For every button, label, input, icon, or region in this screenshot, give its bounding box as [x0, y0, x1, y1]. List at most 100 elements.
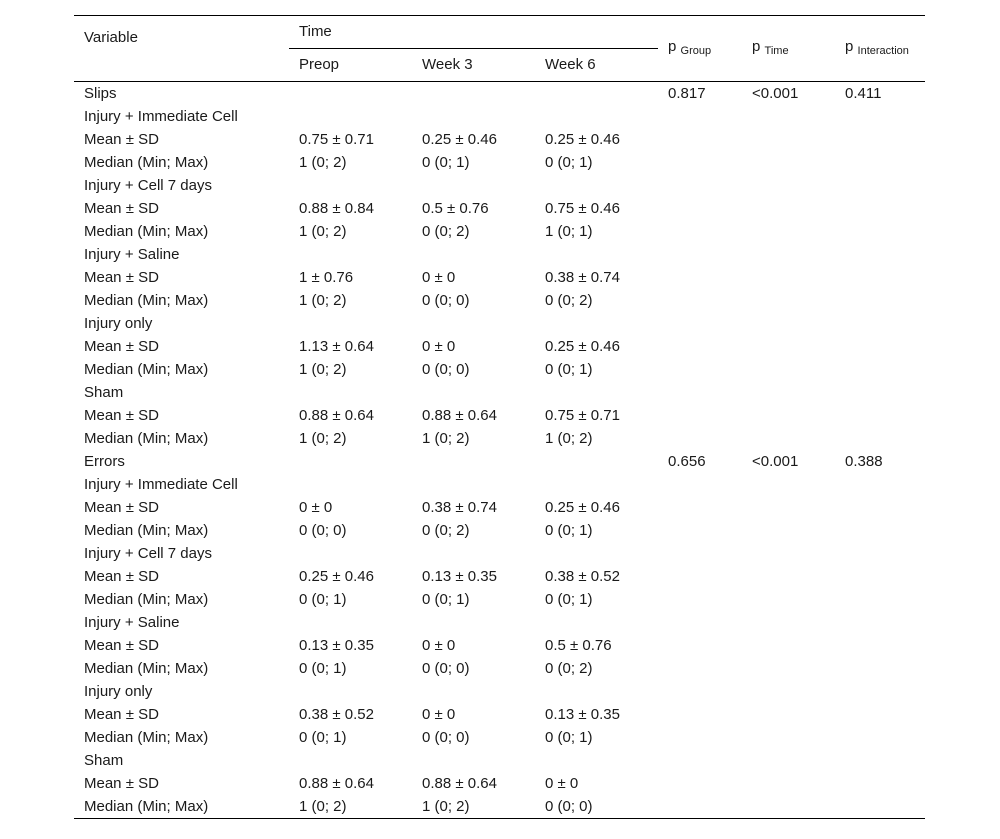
empty-cell	[289, 381, 412, 404]
preop-value: 1 ± 0.76	[299, 269, 354, 286]
empty-cell	[835, 151, 925, 174]
empty-cell	[835, 703, 925, 726]
week6-value: 0 (0; 0)	[535, 795, 659, 819]
empty-cell	[835, 680, 925, 703]
group-row: Injury + Cell 7 days	[74, 174, 925, 197]
empty-cell	[742, 519, 835, 542]
empty-cell	[535, 680, 658, 703]
empty-cell	[658, 726, 742, 749]
week3-value: 1 (0; 2)	[422, 430, 470, 447]
empty-cell	[658, 358, 742, 381]
stat-row-mean: Mean ± SD 0.88 ± 0.84 0.5 ± 0.76 0.75 ± 0.4…	[74, 197, 925, 220]
week3-value: 0.5 ± 0.76	[422, 200, 489, 217]
stat-label: Mean ± SD	[84, 200, 159, 217]
preop-value: 0.75 ± 0.71	[299, 131, 374, 148]
empty-cell	[835, 427, 925, 450]
week6-value: 1 (0; 2)	[545, 430, 593, 447]
week6-value: 0.38 ± 0.74	[545, 269, 620, 286]
week3-value: 0 (0; 0)	[422, 292, 470, 309]
empty-cell	[658, 634, 742, 657]
stat-row-median: Median (Min; Max) 0 (0; 1) 0 (0; 0) 0 (0; 1…	[74, 726, 925, 749]
group-row: Sham	[74, 749, 925, 772]
empty-cell	[835, 128, 925, 151]
header-time: Time	[289, 15, 659, 49]
preop-value: 0 ± 0	[299, 499, 333, 516]
p-interaction-value: 0.388	[845, 453, 883, 470]
group-name: Injury + Saline	[84, 614, 180, 631]
empty-cell	[742, 358, 835, 381]
empty-cell	[658, 105, 742, 128]
empty-cell	[742, 243, 835, 266]
empty-cell	[289, 174, 412, 197]
empty-cell	[742, 335, 835, 358]
week3-value: 0.88 ± 0.64	[422, 407, 497, 424]
stat-label: Mean ± SD	[84, 338, 159, 355]
stat-label: Median (Min; Max)	[84, 591, 209, 608]
empty-cell	[535, 542, 658, 565]
empty-cell	[658, 243, 742, 266]
stat-row-median: Median (Min; Max) 1 (0; 2) 0 (0; 1) 0 (0; 1…	[74, 151, 925, 174]
empty-cell	[742, 772, 835, 795]
empty-cell	[835, 174, 925, 197]
empty-cell	[412, 105, 535, 128]
empty-cell	[535, 243, 658, 266]
empty-cell	[658, 151, 742, 174]
empty-cell	[742, 151, 835, 174]
empty-cell	[658, 197, 742, 220]
empty-cell	[658, 289, 742, 312]
empty-cell	[742, 473, 835, 496]
empty-cell	[742, 220, 835, 243]
empty-cell	[289, 243, 412, 266]
header-p-interaction: p Interaction	[835, 15, 926, 82]
group-row: Injury + Immediate Cell	[74, 105, 925, 128]
empty-cell	[742, 542, 835, 565]
empty-cell	[835, 726, 925, 749]
stat-label: Mean ± SD	[84, 775, 159, 792]
p-group-value: 0.656	[668, 453, 706, 470]
results-table: Variable Time p Group p Time p Interacti…	[74, 15, 926, 819]
header-p-group-sub: Group	[680, 44, 712, 57]
empty-cell	[412, 473, 535, 496]
empty-cell	[742, 381, 835, 404]
preop-value: 0.88 ± 0.64	[299, 775, 374, 792]
week6-value: 0 (0; 2)	[545, 292, 593, 309]
preop-value: 0.13 ± 0.35	[299, 637, 374, 654]
empty-cell	[835, 749, 925, 772]
preop-value: 0 (0; 1)	[299, 729, 347, 746]
empty-cell	[658, 473, 742, 496]
week3-value: 0.38 ± 0.74	[422, 499, 497, 516]
stat-label: Median (Min; Max)	[84, 729, 209, 746]
empty-cell	[742, 312, 835, 335]
week6-value: 0.75 ± 0.71	[545, 407, 620, 424]
week3-value: 0 (0; 0)	[422, 660, 470, 677]
preop-value: 0.38 ± 0.52	[299, 706, 374, 723]
empty-cell	[742, 726, 835, 749]
empty-cell	[658, 703, 742, 726]
week3-value: 0 ± 0	[422, 637, 456, 654]
empty-cell	[658, 427, 742, 450]
group-name: Injury + Immediate Cell	[84, 108, 238, 125]
header-p-interaction-sub: Interaction	[857, 44, 909, 57]
group-name: Sham	[84, 752, 124, 769]
stat-label: Median (Min; Max)	[84, 361, 209, 378]
group-name: Sham	[84, 384, 124, 401]
week3-value: 0 ± 0	[422, 338, 456, 355]
empty-cell	[658, 680, 742, 703]
stat-row-mean: Mean ± SD 0.25 ± 0.46 0.13 ± 0.35 0.38 ± 0.…	[74, 565, 925, 588]
empty-cell	[835, 105, 925, 128]
empty-cell	[658, 404, 742, 427]
empty-cell	[412, 680, 535, 703]
group-row: Injury only	[74, 680, 925, 703]
stat-row-mean: Mean ± SD 0 ± 0 0.38 ± 0.74 0.25 ± 0.46	[74, 496, 925, 519]
empty-cell	[742, 657, 835, 680]
empty-cell	[535, 82, 658, 106]
preop-value: 1 (0; 2)	[299, 430, 347, 447]
empty-cell	[658, 749, 742, 772]
empty-cell	[412, 381, 535, 404]
stat-row-median: Median (Min; Max) 0 (0; 1) 0 (0; 0) 0 (0; 2…	[74, 657, 925, 680]
group-name: Injury + Cell 7 days	[84, 177, 212, 194]
header-p-time-sub: Time	[764, 44, 789, 57]
week6-value: 0 (0; 1)	[545, 361, 593, 378]
empty-cell	[658, 519, 742, 542]
empty-cell	[658, 657, 742, 680]
